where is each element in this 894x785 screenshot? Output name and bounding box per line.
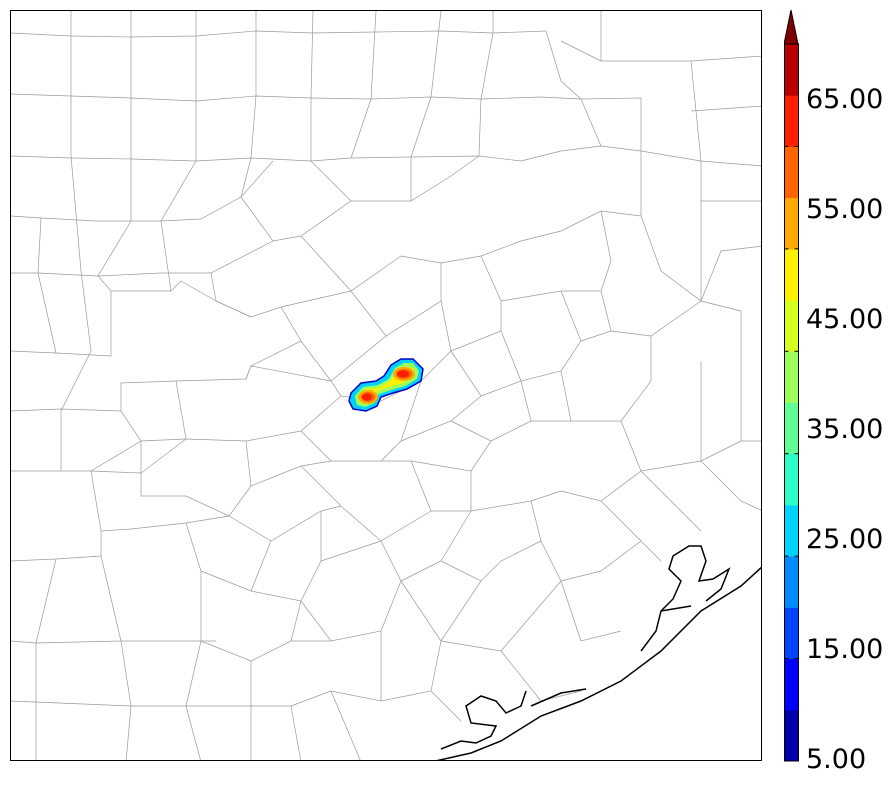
colorbar-frame — [784, 43, 799, 762]
colorbar-band-5 — [784, 709, 799, 762]
colorbar-label-5: 5.00 — [806, 744, 867, 775]
storm-cell-60dbz-b — [397, 370, 409, 378]
storm-cell-60dbz-a — [362, 393, 372, 401]
colorbar-band-60 — [784, 146, 799, 199]
colorbar-band-30 — [784, 453, 799, 506]
colorbar-band-35 — [784, 402, 799, 455]
colorbar-band-50 — [784, 248, 799, 301]
colorbar-bands — [784, 44, 799, 762]
colorbar-band-20 — [784, 556, 799, 608]
colorbar-label-25: 25.00 — [806, 524, 884, 555]
colorbar-band-45 — [784, 300, 799, 352]
colorbar-band-25 — [784, 504, 799, 557]
county-boundaries — [11, 11, 761, 760]
colorbar-extend-arrow — [784, 9, 799, 45]
colorbar-label-65: 65.00 — [806, 84, 884, 115]
colorbar-band-65 — [784, 95, 799, 147]
colorbar-label-35: 35.00 — [806, 414, 884, 445]
colorbar — [784, 9, 799, 762]
colorbar-label-55: 55.00 — [806, 194, 884, 225]
county-map — [11, 11, 761, 760]
colorbar-band-55 — [784, 197, 799, 250]
coastline — [436, 545, 761, 760]
reflectivity-cells — [348, 358, 424, 412]
colorbar-label-15: 15.00 — [806, 634, 884, 665]
colorbar-ticks — [784, 145, 799, 762]
map-panel — [10, 10, 762, 761]
colorbar-band-40 — [784, 351, 799, 403]
colorbar-band-15 — [784, 607, 799, 660]
colorbar-band-70 — [784, 44, 799, 96]
colorbar-band-10 — [784, 658, 799, 711]
colorbar-label-45: 45.00 — [806, 304, 884, 335]
